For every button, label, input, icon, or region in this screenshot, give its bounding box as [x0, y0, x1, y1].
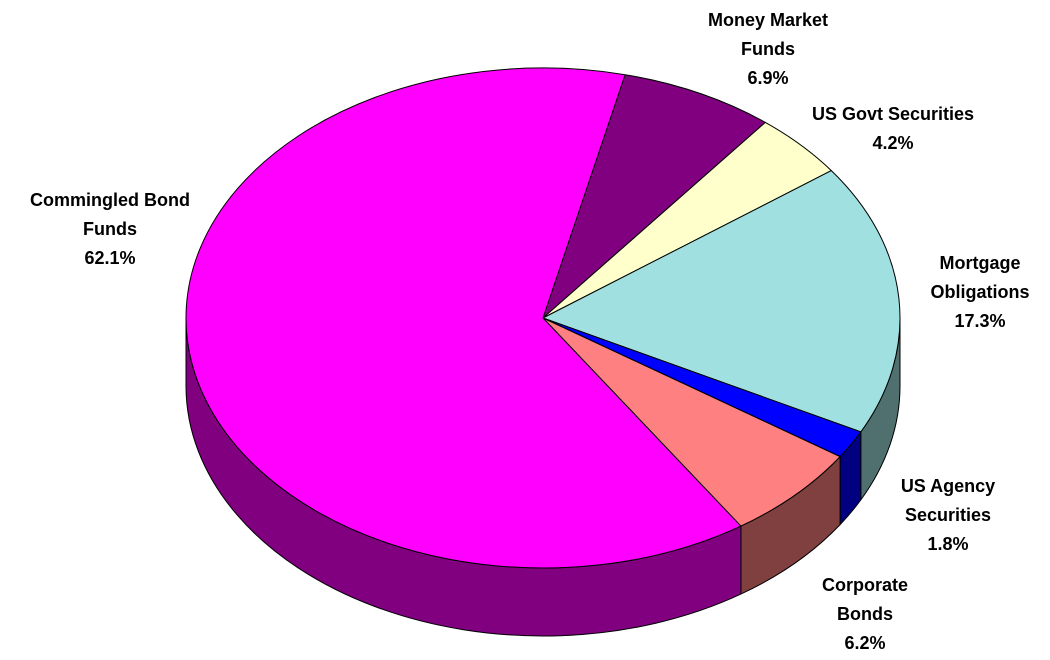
pie-sides [185, 317, 901, 637]
slice-label: Money Market Funds 6.9% [693, 6, 843, 93]
value-label: 4.2% [872, 133, 914, 153]
category-name: US Govt Securities [811, 104, 975, 124]
value-label: 62.1% [84, 248, 136, 268]
value-label: 1.8% [927, 534, 969, 554]
category-name: Corporate Bonds [821, 575, 908, 624]
slice-label: US Agency Securities 1.8% [888, 472, 1008, 559]
slice [542, 74, 766, 319]
pie-tops [185, 67, 901, 569]
slice-label: US Govt Securities 4.2% [778, 100, 1008, 158]
category-name: US Agency Securities [900, 476, 996, 525]
value-label: 6.9% [747, 68, 789, 88]
slice-label: Corporate Bonds 6.2% [805, 571, 925, 658]
slice [185, 67, 742, 569]
slice [542, 170, 901, 433]
category-name: Mortgage Obligations [930, 253, 1030, 302]
value-label: 6.2% [844, 633, 886, 653]
category-name: Money Market Funds [707, 10, 829, 59]
value-label: 17.3% [954, 311, 1006, 331]
category-name: Commingled Bond Funds [30, 190, 190, 239]
slice-label: Mortgage Obligations 17.3% [915, 249, 1045, 336]
slice-label: Commingled Bond Funds 62.1% [15, 186, 205, 273]
slice [542, 317, 841, 527]
